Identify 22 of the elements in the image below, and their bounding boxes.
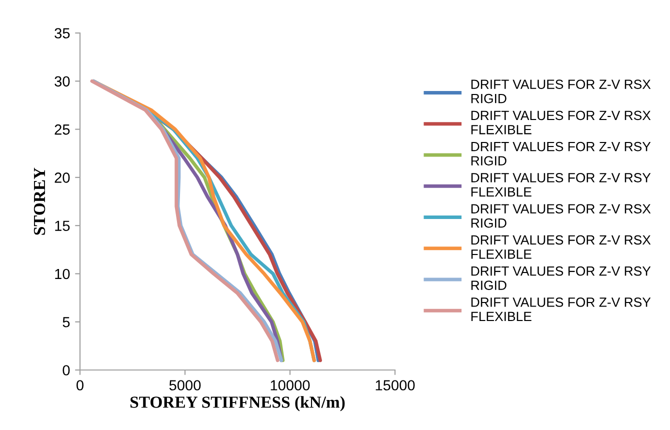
- y-tick-label: 0: [62, 365, 70, 376]
- y-tick-label: 15: [55, 220, 70, 231]
- legend-label: DRIFT VALUES FOR Z-V RSY RIGID: [471, 266, 651, 290]
- x-axis-title: STOREY STIFFNESS (kN/m): [130, 396, 345, 412]
- legend-label: DRIFT VALUES FOR Z-V RSX RIGID: [471, 80, 651, 104]
- legend-label: DRIFT VALUES FOR Z-V RSY FLEXIBLE: [471, 298, 651, 321]
- legend-label: DRIFT VALUES FOR Z-V RSY RIGID: [471, 142, 651, 166]
- x-tick-label: 0: [76, 380, 84, 390]
- y-tick-label: 30: [54, 76, 70, 87]
- legend-label: DRIFT VALUES FOR Z-V RSY FLEXIBLE: [471, 173, 651, 196]
- y-tick-label: 35: [54, 28, 70, 38]
- legend-label: DRIFT VALUES FOR Z-V RSX FLEXIBLE: [471, 110, 651, 134]
- x-tick-label: 15000: [376, 380, 415, 390]
- y-axis-title: STOREY: [34, 168, 46, 235]
- legend-label: DRIFT VALUES FOR Z-V RSX FLEXIBLE: [471, 235, 651, 259]
- legend-label: DRIFT VALUES FOR Z-V RSX RIGID: [471, 204, 651, 228]
- y-tick-label: 25: [54, 124, 70, 135]
- y-tick-label: 10: [55, 268, 70, 280]
- y-tick-label: 20: [54, 172, 70, 183]
- y-tick-label: 5: [62, 317, 70, 328]
- x-tick-label: 10000: [270, 380, 310, 390]
- x-tick-label: 5000: [169, 380, 201, 390]
